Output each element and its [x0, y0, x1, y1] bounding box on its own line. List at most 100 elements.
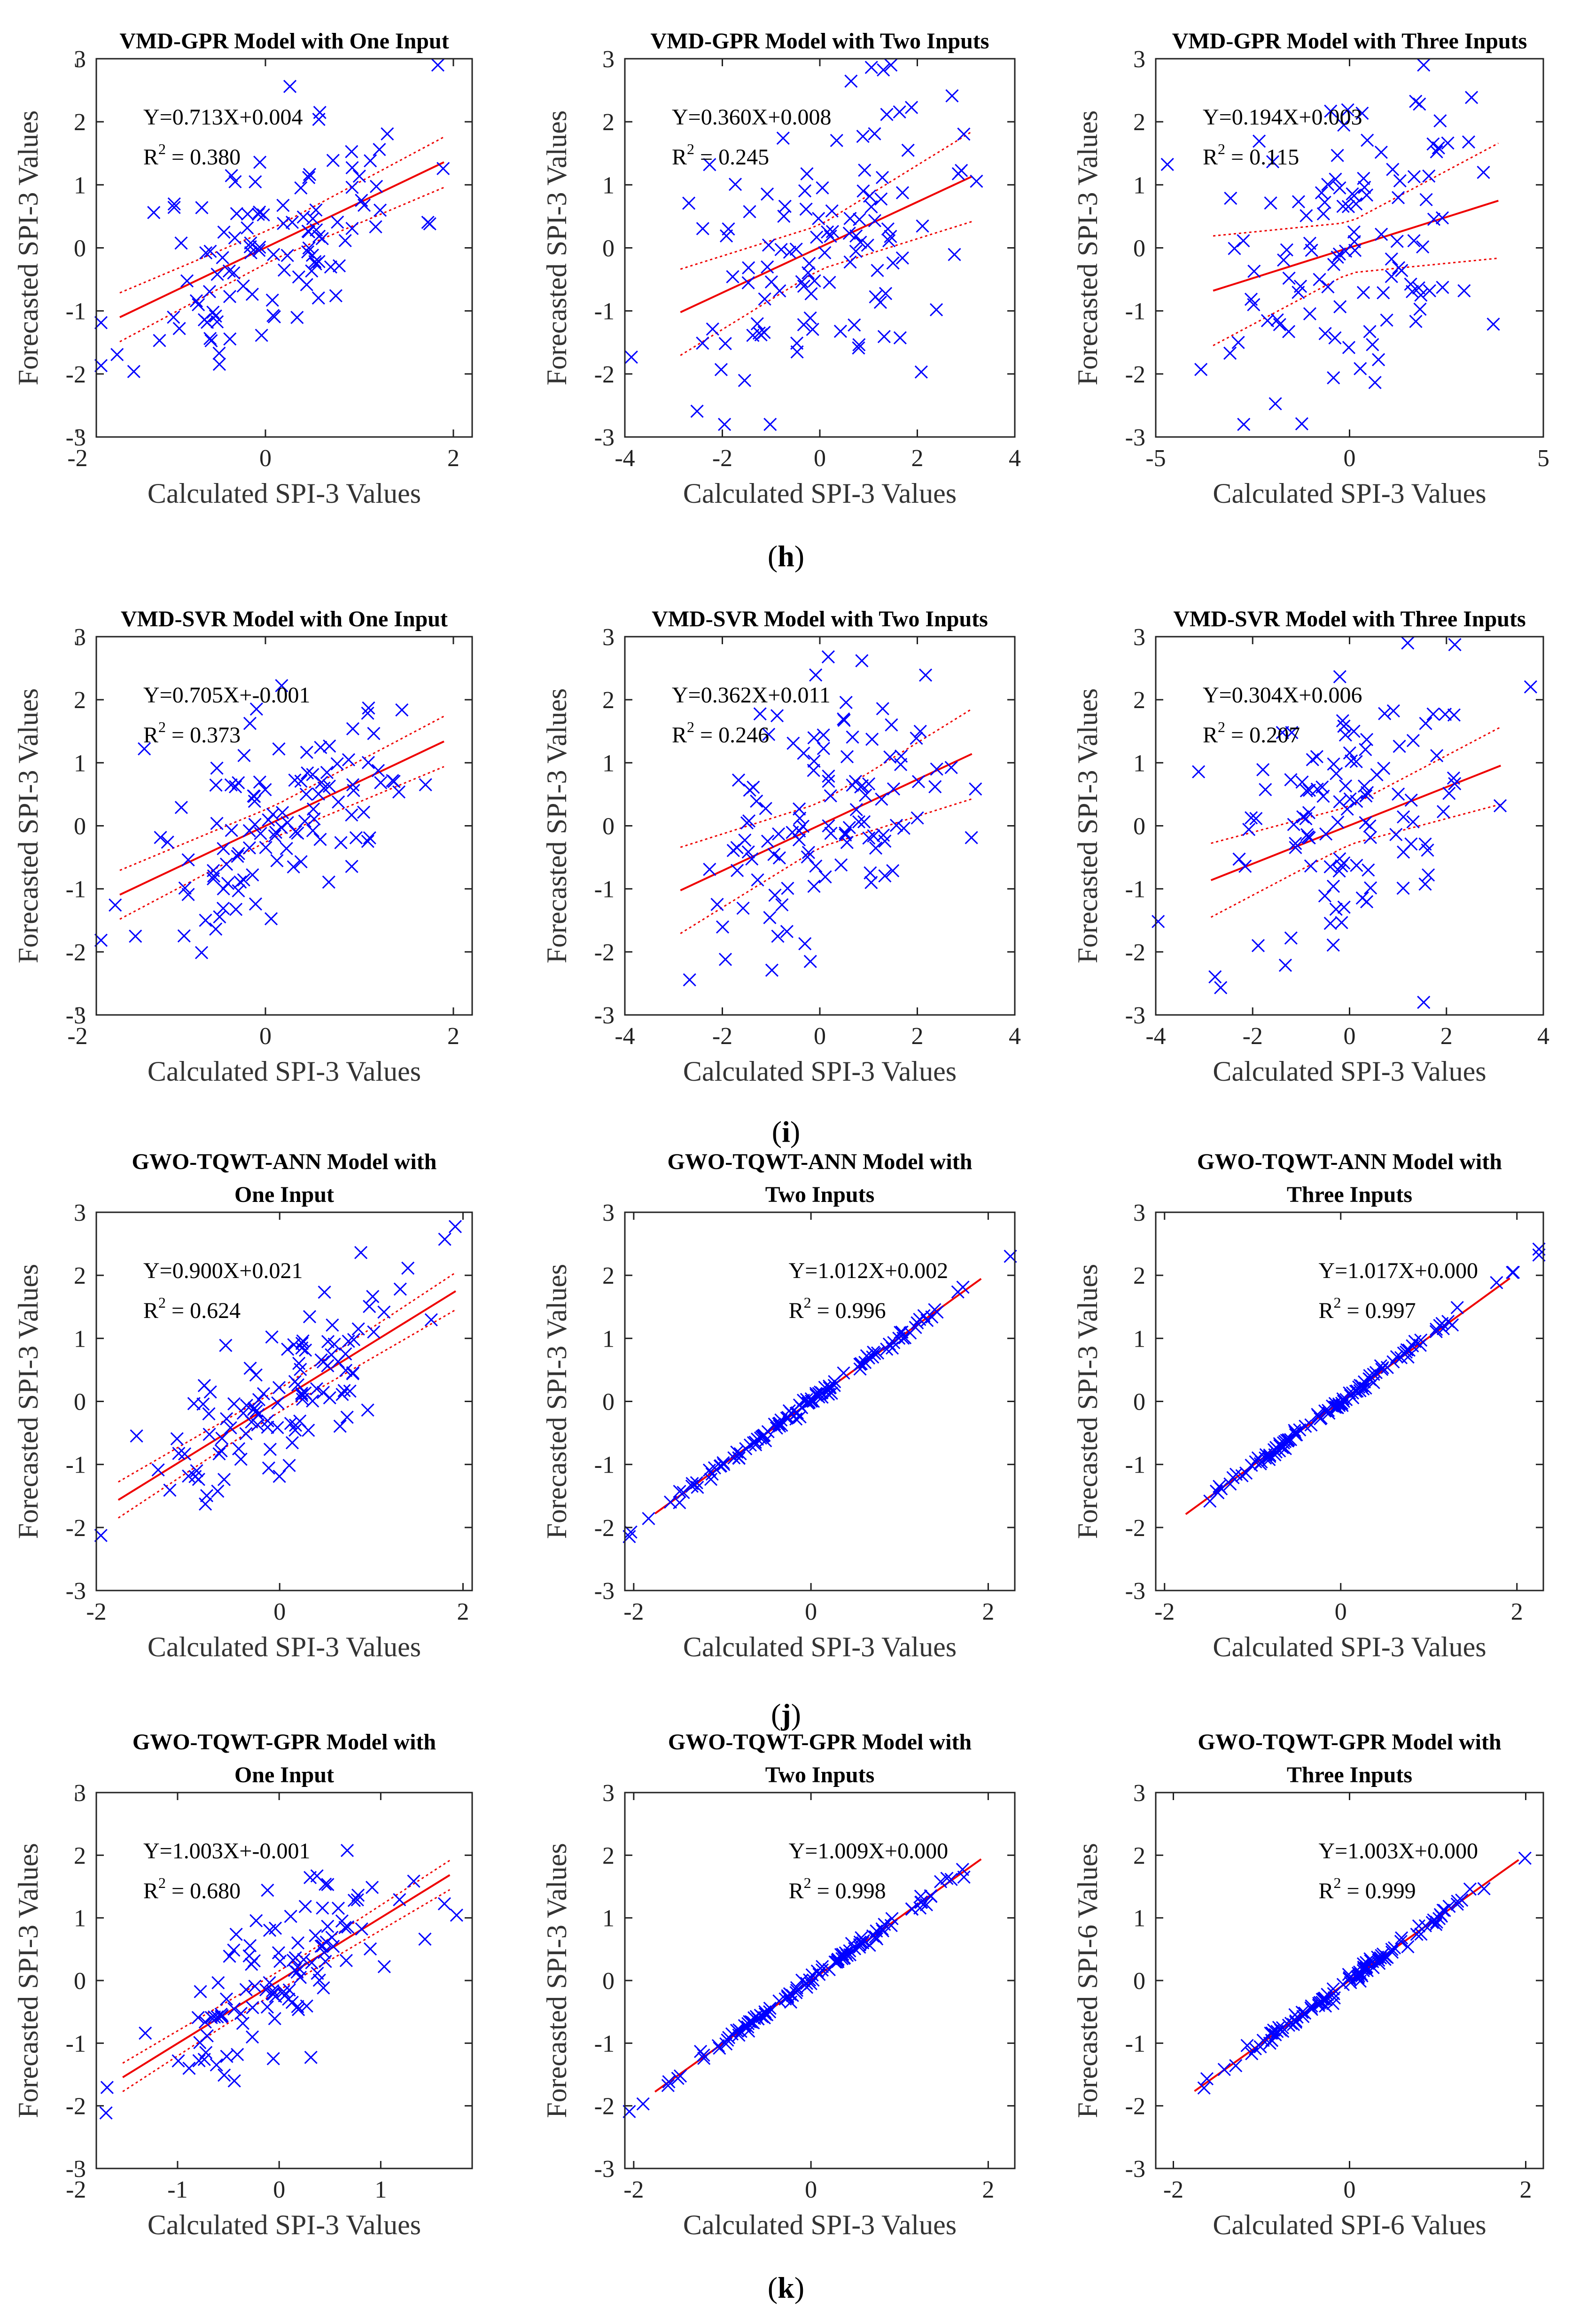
data-point [302, 171, 316, 184]
data-point [1321, 280, 1335, 294]
data-point [1217, 2063, 1231, 2076]
data-point [768, 889, 782, 902]
data-point [894, 757, 908, 772]
data-point [1315, 186, 1328, 200]
data-point [199, 2046, 213, 2059]
data-point [1413, 302, 1427, 316]
data-point [717, 1458, 731, 1471]
data-point [1462, 135, 1476, 149]
data-point [280, 816, 294, 829]
regression-line [122, 1874, 451, 2078]
data-point [1238, 859, 1252, 873]
data-point [1249, 812, 1263, 826]
r-squared: R2 = 0.380 [143, 140, 241, 170]
data-point [1316, 789, 1330, 803]
data-point [718, 337, 732, 351]
data-point [719, 2037, 733, 2051]
y-tick-label: 0 [74, 1389, 86, 1416]
data-point [1282, 325, 1296, 338]
data-point [318, 1286, 331, 1299]
data-point [874, 192, 888, 206]
chart-title: VMD-GPR Model with One Input [119, 29, 449, 54]
data-point [1457, 284, 1471, 297]
data-point [839, 695, 853, 709]
data-point [930, 762, 943, 776]
data-point [783, 245, 796, 259]
data-point [1407, 170, 1421, 184]
y-axis-label: Forecasted SPI-3 Values [541, 688, 572, 963]
data-point [342, 1334, 355, 1348]
data-point [763, 418, 777, 431]
data-point [1197, 2081, 1211, 2095]
data-point [298, 1900, 312, 1913]
data-point [1355, 1379, 1369, 1393]
data-point [738, 834, 752, 847]
data-point [928, 780, 942, 794]
data-point [181, 853, 195, 867]
data-point [1465, 91, 1479, 104]
data-point [1477, 1882, 1491, 1895]
data-point [214, 1444, 228, 1458]
data-point [345, 808, 358, 822]
data-point [798, 184, 812, 198]
data-point [911, 811, 924, 825]
data-point [211, 1484, 225, 1498]
data-point [1315, 1996, 1329, 2009]
data-point [910, 732, 923, 745]
data-point [310, 223, 323, 237]
data-point [370, 179, 383, 193]
data-point [350, 1893, 364, 1907]
data-point [355, 194, 368, 207]
data-point [802, 257, 816, 270]
data-point [748, 1435, 762, 1449]
data-point [203, 332, 217, 345]
data-point [849, 229, 863, 243]
data-point [1347, 189, 1361, 203]
y-tick-label: 3 [1133, 624, 1145, 651]
data-point [1435, 211, 1449, 225]
data-point [852, 338, 866, 351]
data-point [883, 750, 897, 764]
chart-panel: VMD-SVR Model with Three Inputs -4 -2 0 2 4 -3… [1072, 607, 1549, 1087]
data-point [1342, 1972, 1356, 1986]
data-point [127, 365, 140, 378]
data-point [401, 1261, 415, 1275]
data-point [1406, 285, 1419, 298]
data-point [284, 1417, 298, 1430]
y-tick-label: -3 [66, 2156, 86, 2183]
data-point [203, 244, 217, 258]
y-tick-label: -3 [594, 1002, 615, 1029]
data-point [367, 1325, 381, 1339]
data-point [1287, 818, 1300, 831]
regression-line [117, 1290, 456, 1501]
data-point [1266, 155, 1280, 169]
y-tick-label: 1 [602, 1905, 615, 1932]
data-point [249, 1914, 263, 1927]
data-point [217, 1473, 231, 1486]
data-point [803, 955, 817, 968]
y-tick-label: -1 [66, 1452, 86, 1479]
x-tick-label: -2 [86, 1599, 106, 1625]
data-point [913, 725, 927, 738]
data-point [671, 2072, 685, 2085]
data-point [822, 1963, 836, 1976]
data-point [129, 929, 142, 943]
x-tick-label: -2 [712, 445, 732, 472]
data-point [880, 108, 894, 121]
data-point [1323, 916, 1337, 930]
data-point [857, 815, 871, 828]
data-point [1404, 793, 1418, 807]
data-point [892, 1331, 906, 1345]
data-point [827, 1379, 841, 1392]
y-axis-label: Forecasted SPI-3 Values [1072, 1264, 1103, 1539]
data-point [682, 196, 696, 210]
x-axis-label: Calculated SPI-3 Values [148, 1631, 421, 1662]
data-point [1263, 1450, 1276, 1463]
data-point [1490, 1276, 1503, 1289]
data-point [775, 898, 789, 912]
data-point [276, 199, 290, 212]
data-point [1367, 1376, 1380, 1389]
y-tick-label: 1 [602, 172, 615, 199]
data-point [871, 264, 884, 277]
data-point [330, 757, 344, 771]
